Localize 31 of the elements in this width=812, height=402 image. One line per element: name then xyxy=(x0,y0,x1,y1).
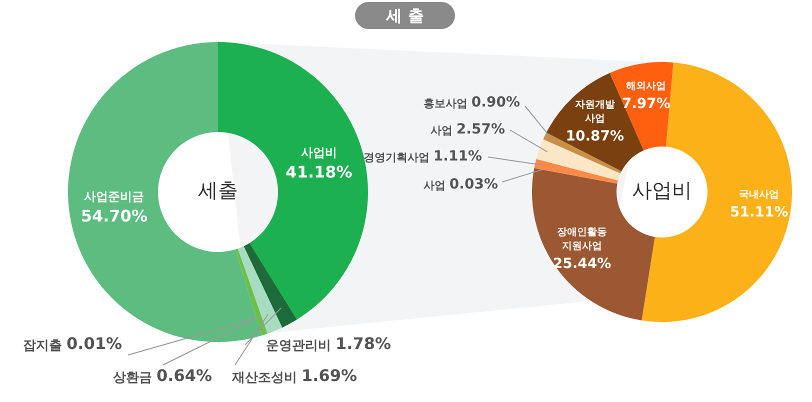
data-label: 7.97% xyxy=(622,96,670,112)
text: 세출 xyxy=(198,178,238,202)
data-label: 51.11% xyxy=(730,204,788,221)
slice-label: 사업 xyxy=(430,124,453,137)
slice-label: 홍보사업 xyxy=(424,96,468,110)
slice-label: 장애인활동 지원사업 xyxy=(557,227,608,252)
slice-label: 사업비 xyxy=(300,145,337,160)
slice-label: 자원개발 사업 xyxy=(574,99,615,124)
data-label: 0.64% xyxy=(156,366,212,386)
data-label: 0.90% xyxy=(471,94,520,111)
slice-label: 경영기획사업 xyxy=(364,150,430,164)
slice-label: 운영관리비 xyxy=(266,338,331,354)
data-label: 0.03% xyxy=(449,176,498,193)
slice-label: 국내사업 xyxy=(739,190,780,201)
slice-label: 재산조성비 xyxy=(231,370,297,386)
slice-label: 사업준비금 xyxy=(84,190,144,204)
slice-label: 상환금 xyxy=(112,370,152,386)
data-label: 1.78% xyxy=(336,334,392,354)
data-label: 25.44% xyxy=(552,256,612,272)
text: 사업비 xyxy=(632,178,692,202)
data-label: 1.11% xyxy=(433,148,482,165)
slice-label: 잡지출 xyxy=(22,338,62,354)
data-label: 2.57% xyxy=(456,122,506,138)
data-label: 1.69% xyxy=(302,366,358,386)
text: 세 출 xyxy=(355,2,455,29)
data-label: 10.87% xyxy=(566,128,624,144)
slice-label: 해외사업 xyxy=(626,81,666,92)
slice-label: 사업 xyxy=(424,178,446,192)
data-label: 41.18% xyxy=(286,162,352,182)
data-label: 54.70% xyxy=(80,206,148,226)
data-label: 0.01% xyxy=(66,334,122,354)
